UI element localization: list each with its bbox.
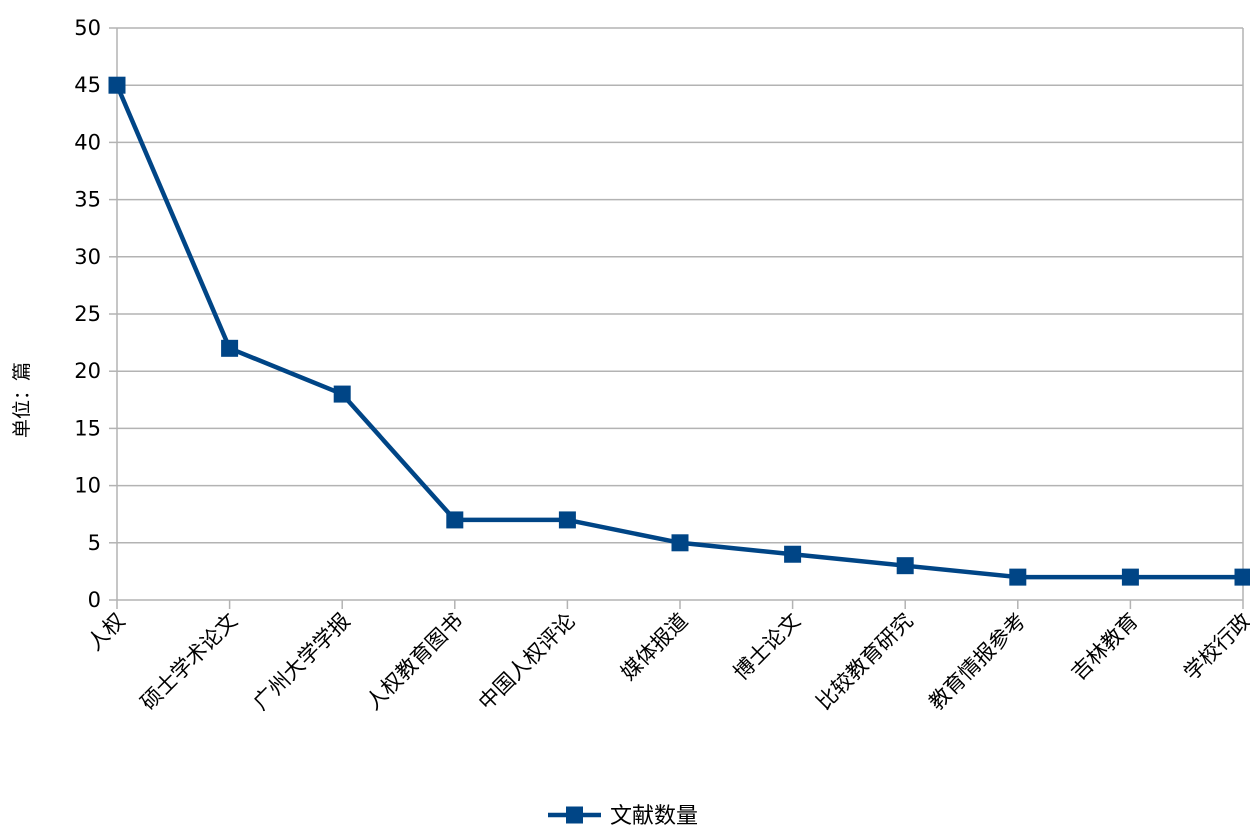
series-group [109, 77, 1250, 586]
y-tick-label: 25 [74, 302, 101, 326]
x-tick-label: 人权 [83, 609, 130, 656]
data-point [897, 557, 914, 574]
x-tick-label: 比较教育研究 [812, 609, 918, 715]
y-tick-label: 0 [88, 588, 101, 612]
y-tick-labels: 0 5 10 15 20 25 30 35 40 45 50 [74, 16, 101, 612]
x-tick-label: 媒体报道 [616, 609, 692, 685]
x-tick-label: 吉林教育 [1067, 609, 1143, 685]
data-point [334, 386, 351, 403]
gridlines [117, 28, 1243, 600]
y-axis-title: 单位：篇 [11, 362, 33, 438]
y-tick-label: 30 [74, 245, 101, 269]
data-point [221, 340, 238, 357]
axes [109, 28, 1243, 609]
data-point [559, 511, 576, 528]
data-point [1009, 569, 1026, 586]
legend-label: 文献数量 [610, 804, 698, 828]
data-point [1122, 569, 1139, 586]
x-tick-label: 中国人权评论 [474, 609, 580, 715]
series-line [117, 85, 1243, 577]
y-tick-label: 35 [74, 188, 101, 212]
y-tick-label: 10 [74, 474, 101, 498]
y-tick-label: 45 [74, 73, 101, 97]
y-tick-label: 20 [74, 359, 101, 383]
legend-marker-square [566, 807, 583, 824]
y-tick-label: 5 [88, 531, 101, 555]
x-tick-label: 人权教育图书 [361, 609, 467, 715]
data-point [784, 546, 801, 563]
x-tick-label: 学校行政 [1179, 609, 1250, 685]
x-tick-label: 广州大学学报 [249, 609, 355, 715]
x-tick-labels: 人权硕士学术论文广州大学学报人权教育图书中国人权评论媒体报道博士论文比较教育研究… [83, 609, 1250, 715]
data-point [1235, 569, 1250, 586]
x-tick-label: 硕士学术论文 [136, 609, 242, 715]
y-tick-label: 50 [74, 16, 101, 40]
data-point [672, 534, 689, 551]
legend: 文献数量 [548, 804, 698, 828]
data-point [109, 77, 126, 94]
x-tick-label: 博士论文 [729, 609, 805, 685]
y-tick-label: 40 [74, 130, 101, 154]
data-point [446, 511, 463, 528]
y-tick-label: 15 [74, 416, 101, 440]
x-tick-label: 教育情报参考 [924, 609, 1030, 715]
